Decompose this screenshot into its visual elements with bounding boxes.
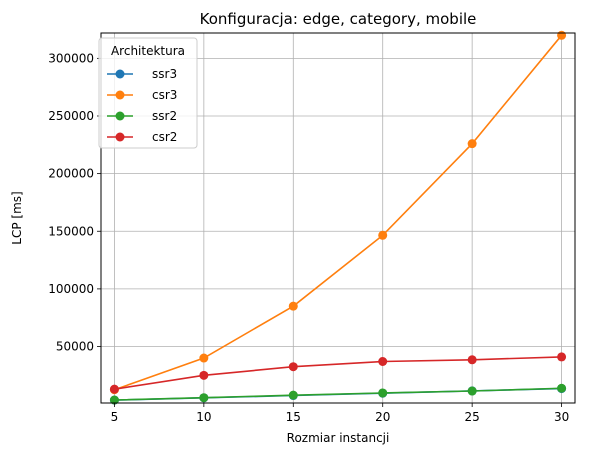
series-line-csr2: [114, 356, 562, 390]
series-csr2: [109, 352, 567, 394]
series-layer: [109, 30, 567, 405]
x-tick-label: 10: [196, 410, 211, 424]
legend-entry-csr2: csr2: [107, 130, 177, 144]
plot-frame: [100, 32, 576, 404]
data-point-csr3: [557, 30, 567, 40]
data-point-csr3: [467, 139, 477, 149]
legend: Architektura ssr3 csr3 ssr2 csr2: [98, 37, 198, 149]
legend-entries: ssr3 csr3 ssr2 csr2: [107, 67, 177, 144]
legend-marker: [115, 111, 125, 121]
legend-label: ssr2: [152, 109, 177, 123]
data-point-csr2: [288, 362, 298, 372]
series-line-ssr2: [114, 387, 562, 401]
x-axis-label: Rozmiar instancji: [287, 431, 390, 445]
y-tick-label: 300000: [48, 51, 94, 65]
y-tick-label: 150000: [48, 224, 94, 238]
legend-entry-ssr2: ssr2: [107, 109, 177, 123]
x-tick-label: 30: [554, 410, 569, 424]
x-tick-label: 20: [375, 410, 390, 424]
legend-marker: [115, 132, 125, 142]
chart-title: Konfiguracja: edge, category, mobile: [200, 10, 477, 28]
series-line-csr3: [114, 34, 563, 391]
legend-label: csr2: [152, 130, 177, 144]
data-point-ssr2: [557, 383, 567, 393]
x-tick-label: 25: [465, 410, 480, 424]
legend-entry-csr3: csr3: [107, 88, 177, 102]
y-tick-label: 50000: [56, 340, 94, 354]
data-point-csr3: [288, 301, 298, 311]
y-tick-label: 100000: [48, 282, 94, 296]
legend-marker: [115, 90, 125, 100]
y-axis: 50000 100000 150000 200000 250000 300000: [48, 51, 101, 354]
legend-box: [98, 37, 198, 149]
data-point-ssr2: [288, 390, 298, 400]
data-point-csr3: [378, 230, 388, 240]
data-point-csr2: [378, 357, 388, 367]
data-point-csr3: [199, 353, 209, 363]
legend-label: csr3: [152, 88, 177, 102]
x-tick-label: 15: [286, 410, 301, 424]
legend-marker: [115, 69, 125, 79]
x-tick-label: 5: [111, 410, 119, 424]
data-point-ssr2: [467, 386, 477, 396]
y-tick-label: 200000: [48, 167, 94, 181]
data-point-ssr2: [378, 388, 388, 398]
legend-label: ssr3: [152, 67, 177, 81]
data-point-csr2: [557, 352, 567, 362]
legend-title: Architektura: [111, 44, 185, 58]
legend-entry-ssr3: ssr3: [107, 67, 177, 81]
x-axis: 5 10 15 20 25 30: [111, 403, 569, 424]
data-point-ssr2: [109, 395, 119, 405]
series-ssr2: [109, 383, 567, 405]
y-axis-label: LCP [ms]: [10, 191, 24, 244]
y-tick-label: 250000: [48, 109, 94, 123]
data-point-csr2: [109, 384, 119, 394]
data-point-ssr2: [199, 393, 209, 403]
data-point-csr2: [199, 370, 209, 380]
data-point-csr2: [467, 355, 477, 365]
